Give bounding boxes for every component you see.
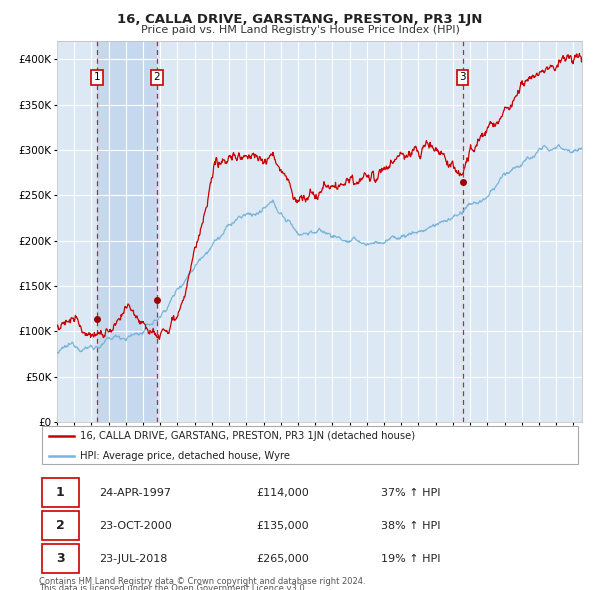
Text: Contains HM Land Registry data © Crown copyright and database right 2024.: Contains HM Land Registry data © Crown c… [39,577,365,586]
Text: HPI: Average price, detached house, Wyre: HPI: Average price, detached house, Wyre [80,451,290,461]
FancyBboxPatch shape [42,544,79,573]
Text: This data is licensed under the Open Government Licence v3.0.: This data is licensed under the Open Gov… [39,584,307,590]
Text: 2: 2 [56,519,65,532]
Text: 38% ↑ HPI: 38% ↑ HPI [381,521,440,530]
Text: 24-APR-1997: 24-APR-1997 [99,488,171,497]
Text: £114,000: £114,000 [256,488,309,497]
Text: 23-JUL-2018: 23-JUL-2018 [99,554,167,563]
Text: 2: 2 [154,73,160,83]
Bar [97,41,157,422]
Text: 16, CALLA DRIVE, GARSTANG, PRESTON, PR3 1JN: 16, CALLA DRIVE, GARSTANG, PRESTON, PR3 … [118,13,482,26]
Text: 23-OCT-2000: 23-OCT-2000 [99,521,172,530]
FancyBboxPatch shape [42,511,79,540]
Text: 3: 3 [459,73,466,83]
Text: 1: 1 [94,73,100,83]
Text: 16, CALLA DRIVE, GARSTANG, PRESTON, PR3 1JN (detached house): 16, CALLA DRIVE, GARSTANG, PRESTON, PR3 … [80,431,415,441]
Text: £265,000: £265,000 [256,554,309,563]
FancyBboxPatch shape [42,478,79,507]
Text: Price paid vs. HM Land Registry's House Price Index (HPI): Price paid vs. HM Land Registry's House … [140,25,460,35]
Text: 19% ↑ HPI: 19% ↑ HPI [381,554,440,563]
Text: 37% ↑ HPI: 37% ↑ HPI [381,488,440,497]
Text: £135,000: £135,000 [256,521,309,530]
FancyBboxPatch shape [42,427,578,464]
Text: 3: 3 [56,552,64,565]
Text: 1: 1 [56,486,65,499]
